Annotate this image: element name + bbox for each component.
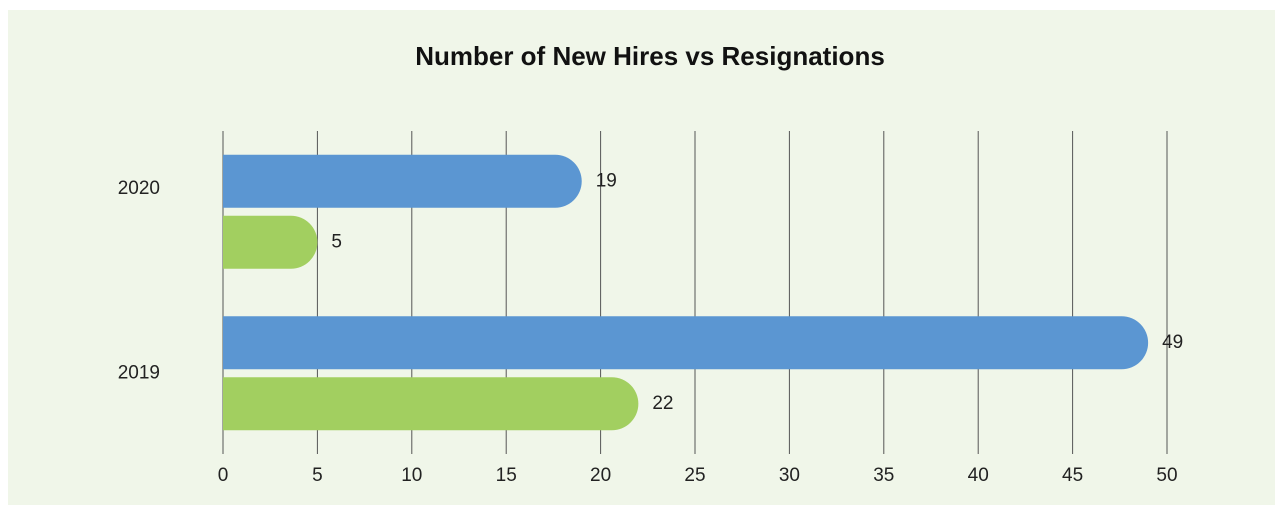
x-tick-label: 25: [684, 465, 705, 486]
bar: [223, 316, 1149, 370]
value-label: 49: [1162, 332, 1183, 353]
chart-background: [8, 10, 1275, 505]
bar: [223, 154, 582, 208]
bar: [223, 215, 318, 269]
x-tick-label: 20: [590, 465, 611, 486]
x-tick-label: 5: [312, 465, 323, 486]
bar: [223, 377, 639, 431]
x-tick-label: 35: [873, 465, 894, 486]
y-tick-label: 2019: [118, 362, 160, 383]
x-tick-label: 30: [779, 465, 800, 486]
y-tick-label: 2020: [118, 178, 160, 199]
x-tick-label: 10: [401, 465, 422, 486]
value-label: 22: [652, 393, 673, 414]
x-tick-label: 15: [496, 465, 517, 486]
x-tick-label: 40: [968, 465, 989, 486]
value-label: 5: [331, 231, 342, 252]
value-label: 19: [596, 170, 617, 191]
x-tick-label: 0: [218, 465, 229, 486]
x-tick-label: 50: [1156, 465, 1177, 486]
chart-title: Number of New Hires vs Resignations: [415, 41, 885, 71]
x-tick-label: 45: [1062, 465, 1083, 486]
